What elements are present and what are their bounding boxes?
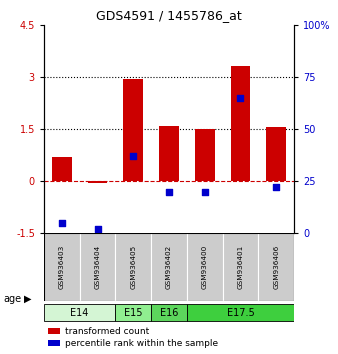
Text: GSM936406: GSM936406 <box>273 245 279 290</box>
Bar <box>115 304 151 321</box>
Bar <box>44 233 80 302</box>
Bar <box>266 127 286 181</box>
Bar <box>123 79 143 181</box>
Point <box>166 189 172 194</box>
Bar <box>187 304 294 321</box>
Bar <box>44 304 115 321</box>
Bar <box>48 329 60 334</box>
Text: GSM936402: GSM936402 <box>166 245 172 290</box>
Bar <box>52 157 72 181</box>
Text: GSM936401: GSM936401 <box>238 245 243 290</box>
Bar <box>88 181 107 183</box>
Point <box>202 189 208 194</box>
Text: transformed count: transformed count <box>65 327 150 336</box>
Text: ▶: ▶ <box>24 294 32 304</box>
Title: GDS4591 / 1455786_at: GDS4591 / 1455786_at <box>96 9 242 22</box>
Point <box>273 184 279 190</box>
Text: E16: E16 <box>160 308 178 318</box>
Bar <box>223 233 258 302</box>
Text: GSM936404: GSM936404 <box>95 245 100 290</box>
Bar <box>258 233 294 302</box>
Bar <box>151 304 187 321</box>
Text: GSM936405: GSM936405 <box>130 245 136 290</box>
Point <box>130 153 136 159</box>
Bar <box>187 233 223 302</box>
Bar <box>231 67 250 181</box>
Point <box>59 220 65 225</box>
Text: E15: E15 <box>124 308 143 318</box>
Bar <box>151 233 187 302</box>
Text: GSM936403: GSM936403 <box>59 245 65 290</box>
Text: age: age <box>3 294 22 304</box>
Point <box>238 95 243 101</box>
Bar <box>115 233 151 302</box>
Text: percentile rank within the sample: percentile rank within the sample <box>65 338 218 348</box>
Bar <box>159 126 179 181</box>
Bar <box>48 340 60 346</box>
Point <box>95 226 100 232</box>
Bar <box>80 233 115 302</box>
Text: GSM936400: GSM936400 <box>202 245 208 290</box>
Text: E17.5: E17.5 <box>226 308 254 318</box>
Text: E14: E14 <box>71 308 89 318</box>
Bar <box>195 129 215 181</box>
